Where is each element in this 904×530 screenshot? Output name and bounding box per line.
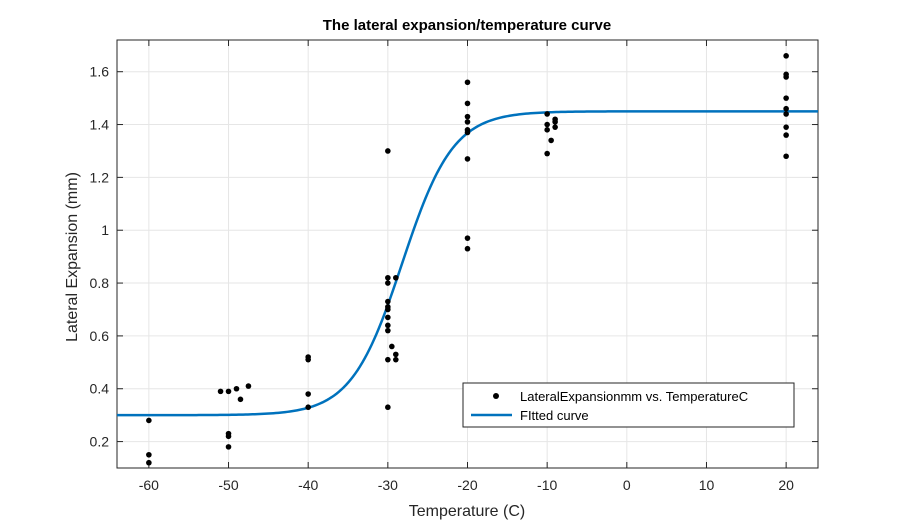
legend: LateralExpansionmm vs. TemperatureC FItt… [462, 382, 795, 428]
data-point [783, 124, 789, 130]
data-point [225, 444, 232, 450]
data-point [237, 396, 244, 403]
data-point [305, 391, 311, 397]
data-point [544, 150, 550, 157]
data-point [544, 111, 550, 117]
y-tick-label: 1.4 [90, 117, 110, 133]
data-point [544, 127, 550, 133]
x-tick-label: 20 [778, 477, 794, 493]
x-tick-label: -60 [139, 477, 159, 493]
data-point [783, 132, 789, 138]
y-tick-label: 0.4 [90, 381, 110, 397]
data-point [225, 388, 232, 395]
data-point [146, 451, 152, 458]
data-point [385, 314, 391, 321]
y-tick-label: 1.6 [90, 64, 110, 80]
data-point [305, 404, 311, 411]
data-point [552, 124, 558, 130]
data-point [544, 121, 550, 128]
data-point [385, 322, 391, 329]
data-point [393, 274, 399, 281]
data-point [385, 404, 391, 411]
x-tick-label: -40 [298, 477, 318, 493]
data-point [245, 383, 252, 389]
data-point [783, 105, 789, 112]
scatter-layer [146, 53, 789, 466]
x-tick-label: 0 [623, 477, 631, 493]
legend-marker-points [493, 393, 499, 399]
data-point [783, 153, 789, 160]
data-point [385, 274, 391, 281]
data-point [464, 245, 471, 252]
data-point [552, 119, 558, 125]
x-tick-label: -50 [218, 477, 238, 493]
data-point [464, 100, 471, 107]
data-point [385, 327, 391, 334]
y-axis-title: Lateral Expansion (mm) [64, 172, 81, 342]
x-tick-label: 10 [699, 477, 715, 493]
legend-label-fit: FItted curve [520, 408, 589, 423]
data-point [393, 356, 399, 363]
data-point [464, 79, 471, 86]
data-point [233, 385, 240, 392]
data-point [464, 119, 471, 125]
y-tick-label: 0.8 [90, 275, 110, 291]
chart-title: The lateral expansion/temperature curve [323, 17, 611, 34]
data-point [464, 113, 471, 120]
legend-box [462, 382, 795, 428]
axis-ticks: -60 -50 -40 -30 -20 -10 0 10 20 0.2 0.4 0.6 0.8 1 1.2 1… [90, 40, 818, 493]
data-point [225, 433, 232, 440]
y-tick-label: 1 [101, 222, 109, 238]
data-point [783, 74, 789, 80]
data-point [389, 343, 395, 350]
y-tick-label: 0.6 [90, 328, 110, 344]
data-point [548, 137, 554, 144]
data-point [783, 95, 789, 101]
x-tick-label: -20 [457, 477, 477, 493]
x-tick-label: -30 [378, 477, 398, 493]
x-axis-title: Temperature (C) [409, 503, 525, 520]
data-point [385, 280, 391, 286]
data-point [464, 235, 471, 241]
data-point [464, 129, 471, 136]
data-point [464, 156, 471, 162]
data-point [305, 356, 311, 363]
data-point [393, 351, 399, 358]
data-point [385, 306, 391, 313]
data-point [783, 53, 789, 59]
x-tick-label: -10 [537, 477, 557, 493]
data-point [217, 388, 224, 395]
data-point [783, 111, 789, 117]
data-point [146, 459, 152, 466]
data-point [146, 417, 152, 424]
data-point [385, 298, 391, 305]
y-tick-label: 0.2 [90, 434, 110, 450]
data-point [385, 148, 391, 154]
data-point [385, 356, 391, 363]
y-tick-label: 1.2 [90, 169, 110, 185]
legend-label-points: LateralExpansionmm vs. TemperatureC [520, 389, 748, 404]
